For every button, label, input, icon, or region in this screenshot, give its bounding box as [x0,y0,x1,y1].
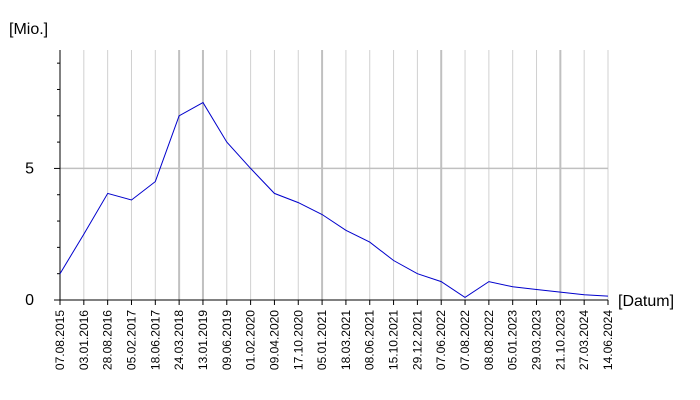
x-tick-label: 28.08.2016 [101,310,115,370]
x-tick-label: 15.10.2021 [387,310,401,370]
x-tick-label: 07.08.2022 [458,310,472,370]
y-tick-label: 5 [25,160,34,177]
x-tick-label: 01.02.2020 [244,310,258,370]
x-axis-label: [Datum] [618,293,674,310]
series [59,101,609,298]
x-tick-label: 09.06.2019 [220,310,234,370]
x-tick-label: 29.03.2023 [530,310,544,370]
x-tick-label: 27.03.2024 [577,310,591,370]
x-tick-label: 13.01.2019 [196,310,210,370]
grid [60,50,609,300]
ticks: 0 5 07.08.2015 03.01.2016 28.08.2016 05.02.20… [25,62,615,370]
x-tick-label: 03.01.2016 [77,310,91,370]
x-tick-label: 17.10.2020 [291,310,305,370]
y-axis-label: [Mio.] [9,21,48,38]
x-tick-label: 18.03.2021 [339,310,353,370]
x-tick-label: 07.06.2022 [434,310,448,370]
x-tick-label: 24.03.2018 [172,310,186,370]
x-tick-label: 14.06.2024 [601,310,615,370]
y-tick-label: 0 [25,292,34,309]
x-tick-label: 08.08.2022 [482,310,496,370]
x-tick-label: 05.01.2023 [506,310,520,370]
x-tick-label: 21.10.2023 [553,310,567,370]
x-tick-label: 08.06.2021 [363,310,377,370]
axes [59,50,608,301]
x-tick-label: 18.06.2017 [148,310,162,370]
series-line [59,101,609,298]
x-tick-label: 05.02.2017 [124,310,138,370]
x-tick-label: 05.01.2021 [315,310,329,370]
x-tick-label: 09.04.2020 [267,310,281,370]
x-tick-label: 29.12.2021 [410,310,424,370]
x-tick-label: 07.08.2015 [53,310,67,370]
